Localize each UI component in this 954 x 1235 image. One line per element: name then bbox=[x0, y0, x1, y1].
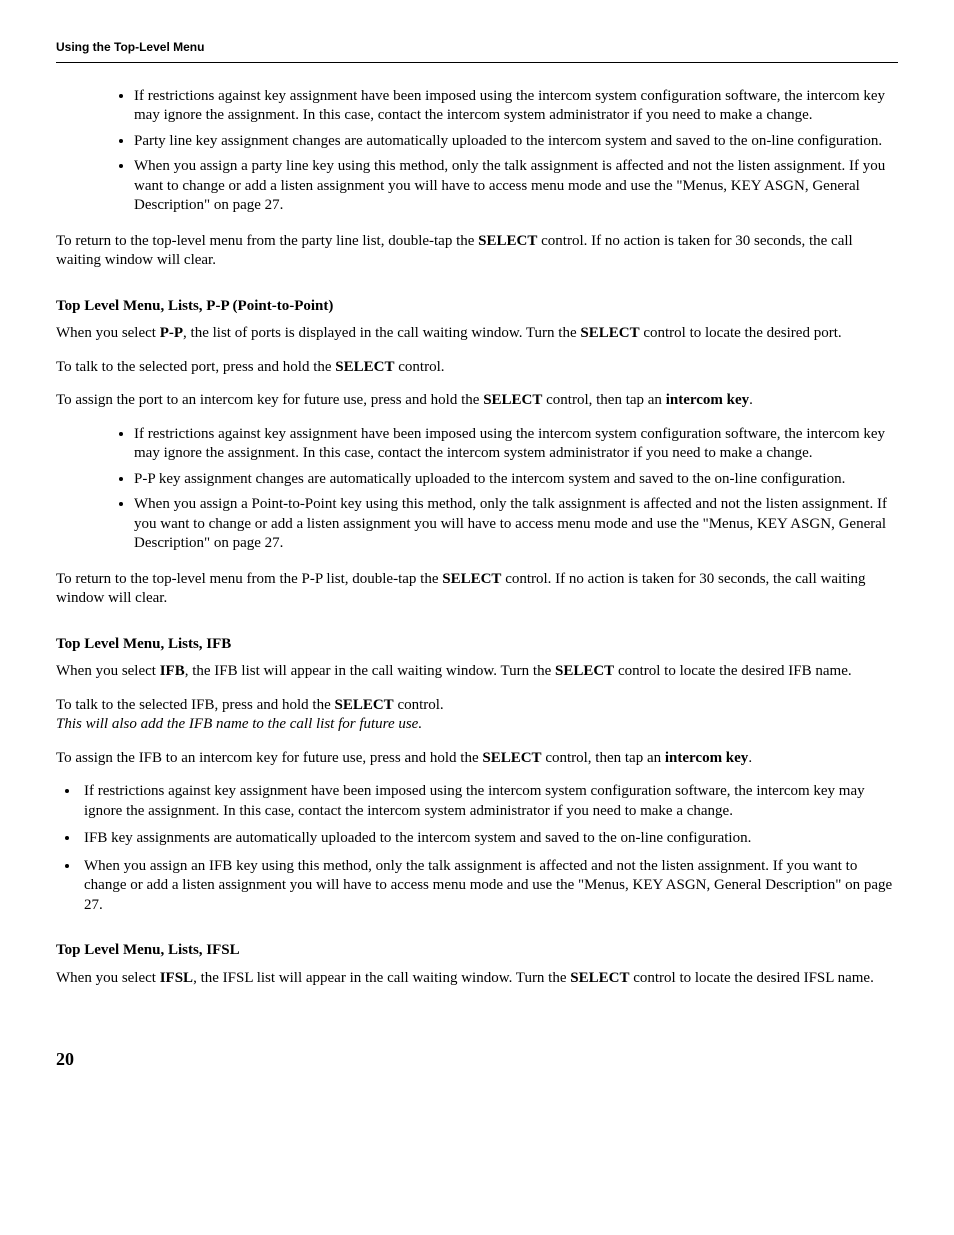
text: , the IFSL list will appear in the call … bbox=[193, 970, 570, 986]
paragraph: To talk to the selected IFB, press and h… bbox=[56, 696, 898, 716]
text: control to locate the desired IFSL name. bbox=[629, 970, 873, 986]
paragraph: To assign the port to an intercom key fo… bbox=[56, 391, 898, 411]
text: control, then tap an bbox=[542, 750, 665, 766]
bold-text: intercom key bbox=[666, 392, 749, 408]
bold-text: SELECT bbox=[555, 663, 614, 679]
bullet-list-2: If restrictions against key assignment h… bbox=[56, 425, 898, 554]
paragraph: To assign the IFB to an intercom key for… bbox=[56, 749, 898, 769]
text: , the list of ports is displayed in the … bbox=[183, 325, 580, 341]
text: control. bbox=[394, 697, 444, 713]
text: , the IFB list will appear in the call w… bbox=[185, 663, 555, 679]
bullet-list-1: If restrictions against key assignment h… bbox=[56, 87, 898, 216]
bold-text: SELECT bbox=[580, 325, 639, 341]
text: To talk to the selected port, press and … bbox=[56, 359, 335, 375]
paragraph: When you select P-P, the list of ports i… bbox=[56, 324, 898, 344]
list-item: If restrictions against key assignment h… bbox=[134, 425, 898, 464]
running-header: Using the Top-Level Menu bbox=[56, 40, 898, 56]
text: To assign the IFB to an intercom key for… bbox=[56, 750, 482, 766]
text: To talk to the selected IFB, press and h… bbox=[56, 697, 334, 713]
text: control. bbox=[395, 359, 445, 375]
paragraph: When you select IFSL, the IFSL list will… bbox=[56, 969, 898, 989]
text: control, then tap an bbox=[542, 392, 665, 408]
text: When you select bbox=[56, 970, 160, 986]
bold-text: SELECT bbox=[482, 750, 541, 766]
paragraph: To return to the top-level menu from the… bbox=[56, 232, 898, 271]
bold-text: SELECT bbox=[483, 392, 542, 408]
page-number: 20 bbox=[56, 1048, 898, 1071]
bold-text: IFSL bbox=[160, 970, 193, 986]
paragraph: To talk to the selected port, press and … bbox=[56, 358, 898, 378]
text: . bbox=[749, 392, 753, 408]
list-item: If restrictions against key assignment h… bbox=[80, 782, 898, 821]
list-item: When you assign a Point-to-Point key usi… bbox=[134, 495, 898, 554]
bold-text: P-P bbox=[160, 325, 183, 341]
list-item: When you assign an IFB key using this me… bbox=[80, 857, 898, 916]
list-item: If restrictions against key assignment h… bbox=[134, 87, 898, 126]
text: control to locate the desired port. bbox=[640, 325, 842, 341]
bold-text: SELECT bbox=[478, 233, 537, 249]
bold-text: SELECT bbox=[334, 697, 393, 713]
section-heading-ifsl: Top Level Menu, Lists, IFSL bbox=[56, 941, 898, 961]
bullet-list-3: If restrictions against key assignment h… bbox=[56, 782, 898, 915]
bold-text: SELECT bbox=[335, 359, 394, 375]
text: When you select bbox=[56, 663, 160, 679]
list-item: When you assign a party line key using t… bbox=[134, 157, 898, 216]
text: To assign the port to an intercom key fo… bbox=[56, 392, 483, 408]
section-heading-pp: Top Level Menu, Lists, P-P (Point-to-Poi… bbox=[56, 297, 898, 317]
italic-note: This will also add the IFB name to the c… bbox=[56, 715, 898, 735]
page-content: If restrictions against key assignment h… bbox=[56, 87, 898, 1072]
section-heading-ifb: Top Level Menu, Lists, IFB bbox=[56, 635, 898, 655]
paragraph: To return to the top-level menu from the… bbox=[56, 570, 898, 609]
text: . bbox=[748, 750, 752, 766]
bold-text: intercom key bbox=[665, 750, 748, 766]
list-item: IFB key assignments are automatically up… bbox=[80, 829, 898, 849]
text: control to locate the desired IFB name. bbox=[614, 663, 851, 679]
text: To return to the top-level menu from the… bbox=[56, 571, 442, 587]
header-rule bbox=[56, 62, 898, 63]
bold-text: SELECT bbox=[442, 571, 501, 587]
text: When you select bbox=[56, 325, 160, 341]
text: To return to the top-level menu from the… bbox=[56, 233, 478, 249]
bold-text: IFB bbox=[160, 663, 185, 679]
bold-text: SELECT bbox=[570, 970, 629, 986]
list-item: P-P key assignment changes are automatic… bbox=[134, 470, 898, 490]
list-item: Party line key assignment changes are au… bbox=[134, 132, 898, 152]
paragraph: When you select IFB, the IFB list will a… bbox=[56, 662, 898, 682]
